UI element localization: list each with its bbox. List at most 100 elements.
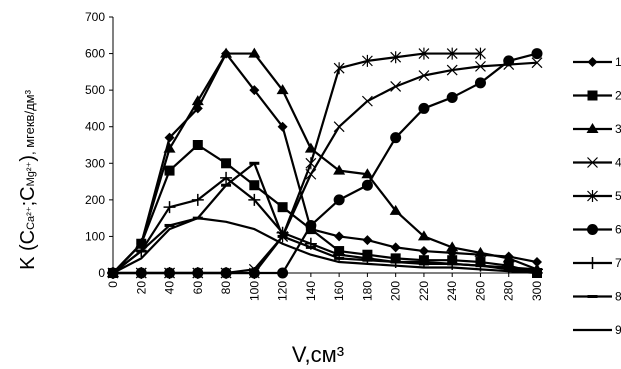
series-6-point xyxy=(503,55,515,67)
series-4-point xyxy=(446,64,458,76)
legend-item-9: 9 xyxy=(573,323,621,337)
series-3-line xyxy=(112,52,538,274)
series-6-point xyxy=(361,179,373,191)
series-1-point xyxy=(164,132,175,143)
series-1-point xyxy=(334,231,345,242)
legend-label: 5 xyxy=(615,189,621,203)
series-8-point xyxy=(305,245,316,249)
series-2-point xyxy=(192,140,203,150)
legend-label: 6 xyxy=(615,223,621,237)
series-8-point xyxy=(390,260,401,264)
x-tick-label: 80 xyxy=(219,281,233,295)
series-3-point xyxy=(163,142,176,153)
series-4-point xyxy=(475,60,486,72)
y-tick-label: 200 xyxy=(85,193,105,207)
series-3-point xyxy=(502,252,515,263)
y-axis-label-prefix: K (C xyxy=(17,230,39,270)
series-8 xyxy=(108,161,542,275)
legend-marker xyxy=(587,190,598,202)
series-3-point xyxy=(220,47,233,58)
legend-marker xyxy=(587,90,598,101)
legend: 1 2 3 4 5 6 7 8 9 xyxy=(573,55,621,337)
series-4-point xyxy=(361,95,373,107)
series-7-point xyxy=(163,201,176,214)
x-tick-label: 200 xyxy=(389,281,403,301)
legend-item-3: 3 xyxy=(573,122,621,136)
series-1-point xyxy=(418,246,429,257)
x-tick-label: 140 xyxy=(304,281,318,301)
series-4-point xyxy=(418,70,430,81)
series-3-point xyxy=(389,204,402,215)
series-layer xyxy=(107,47,543,279)
series-7-point xyxy=(417,256,430,269)
legend-label: 4 xyxy=(615,156,621,170)
legend-label: 3 xyxy=(615,122,621,136)
series-4-point xyxy=(531,57,543,69)
series-5-point xyxy=(418,47,430,60)
series-5-point xyxy=(475,47,486,60)
x-tick-label: 220 xyxy=(417,281,431,301)
x-tick-label: 100 xyxy=(247,281,261,301)
series-4-point xyxy=(390,81,402,92)
x-tick-label: 60 xyxy=(191,281,205,295)
series-6-point xyxy=(333,194,345,206)
x-tick-label: 180 xyxy=(360,281,374,301)
legend-item-7: 7 xyxy=(573,256,621,270)
y-tick-label: 600 xyxy=(85,47,105,61)
series-7-point xyxy=(191,193,204,206)
series-4-point xyxy=(333,121,345,133)
series-5-point xyxy=(390,51,402,64)
series-8-point xyxy=(475,264,486,268)
series-2-point xyxy=(221,158,232,169)
series-2-point xyxy=(277,202,288,213)
series-1-point xyxy=(249,85,260,96)
series-8-point xyxy=(532,269,542,273)
series-7-point xyxy=(220,171,233,184)
series-2-point xyxy=(249,180,260,191)
series-1-point xyxy=(532,257,542,268)
series-5-point xyxy=(333,62,345,75)
y-axis-label-mg: Mg²⁺ xyxy=(25,161,37,186)
series-3-point xyxy=(446,241,459,252)
series-6-point xyxy=(474,77,486,89)
series-8-point xyxy=(447,262,458,266)
y-tick-label: 0 xyxy=(98,266,105,280)
legend-marker xyxy=(586,123,599,133)
legend-label: 1 xyxy=(615,55,621,69)
series-6-point xyxy=(305,219,317,231)
legend-label: 7 xyxy=(615,256,621,270)
series-8-line xyxy=(112,162,538,274)
series-2-point xyxy=(164,165,175,176)
x-tick-label: 300 xyxy=(530,281,544,301)
series-8-point xyxy=(221,183,232,187)
legend-label: 9 xyxy=(615,323,621,337)
legend-item-4: 4 xyxy=(573,156,621,170)
series-8-point xyxy=(249,161,260,165)
y-axis-label-unit: , мгекв/дм³ xyxy=(22,89,37,155)
legend-marker xyxy=(587,295,598,298)
legend-item-1: 1 xyxy=(573,55,621,69)
series-3-point xyxy=(417,230,430,241)
x-tick-label: 280 xyxy=(502,281,516,301)
series-3-point xyxy=(361,168,374,179)
series-5-point xyxy=(305,157,317,170)
series-1-point xyxy=(390,242,401,253)
x-axis-label: V,см³ xyxy=(292,342,344,367)
series-3-point xyxy=(248,47,261,58)
x-tick-label: 20 xyxy=(134,281,148,295)
legend-label: 2 xyxy=(615,89,621,103)
series-8-point xyxy=(362,258,373,262)
y-tick-label: 300 xyxy=(85,156,105,170)
legend-item-5: 5 xyxy=(573,189,621,203)
y-axis-label-ca: Ca²⁺ xyxy=(25,206,37,230)
series-3-point xyxy=(474,246,487,257)
series-8-point xyxy=(277,234,288,238)
series-7-point xyxy=(248,193,261,206)
y-tick-label: 700 xyxy=(85,10,105,24)
x-tick-label: 160 xyxy=(332,281,346,301)
series-6-point xyxy=(446,91,458,103)
series-6 xyxy=(107,48,543,279)
series-8-point xyxy=(503,267,514,271)
x-tick-label: 240 xyxy=(445,281,459,301)
